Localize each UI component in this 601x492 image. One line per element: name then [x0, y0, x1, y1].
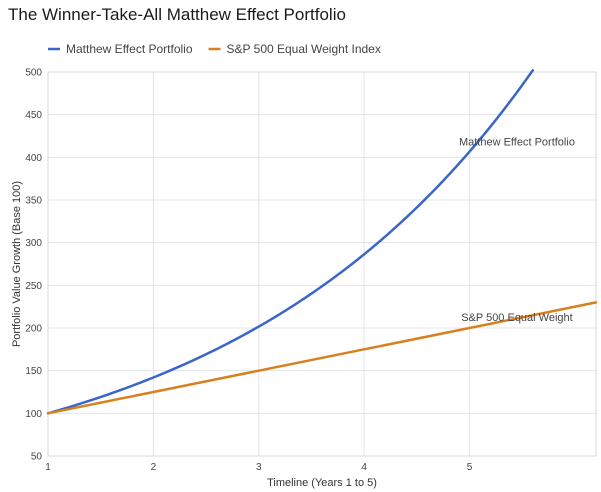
x-axis-label: Timeline (Years 1 to 5): [267, 477, 377, 489]
x-tick-label: 2: [151, 462, 157, 473]
y-axis-label: Portfolio Value Growth (Base 100): [11, 181, 23, 347]
plot-frame: [47, 71, 597, 457]
y-tick-label: 150: [25, 366, 42, 377]
chart-title: The Winner-Take-All Matthew Effect Portf…: [8, 5, 346, 24]
legend-label-1: S&P 500 Equal Weight Index: [227, 42, 381, 56]
y-tick-label: 450: [25, 110, 42, 121]
annotation-0: Matthew Effect Portfolio: [459, 136, 575, 148]
annotations: Matthew Effect Portfolio S&P 500 Equal We…: [459, 136, 575, 324]
y-tick-label: 350: [25, 196, 42, 207]
axes: 50 100 150 200 250 300 350 400 450 500 1 2 3 4 5: [25, 68, 472, 474]
series-lines: [46, 69, 598, 415]
legend-label-0: Matthew Effect Portfolio: [66, 42, 193, 56]
x-tick-label: 1: [45, 462, 51, 473]
series-line-1: [46, 301, 598, 415]
x-tick-label: 3: [256, 462, 262, 473]
series-line-0: [46, 69, 535, 415]
y-tick-label: 50: [31, 452, 43, 463]
y-tick-label: 500: [25, 68, 42, 79]
legend: Matthew Effect Portfolio S&P 500 Equal We…: [48, 42, 381, 56]
annotation-1: S&P 500 Equal Weight: [461, 312, 573, 324]
y-tick-label: 100: [25, 409, 42, 420]
y-tick-label: 400: [25, 153, 42, 164]
x-tick-label: 5: [467, 462, 473, 473]
y-tick-label: 300: [25, 238, 42, 249]
y-tick-label: 250: [25, 281, 42, 292]
y-tick-label: 200: [25, 324, 42, 335]
grid: [47, 71, 597, 457]
x-tick-label: 4: [361, 462, 367, 473]
